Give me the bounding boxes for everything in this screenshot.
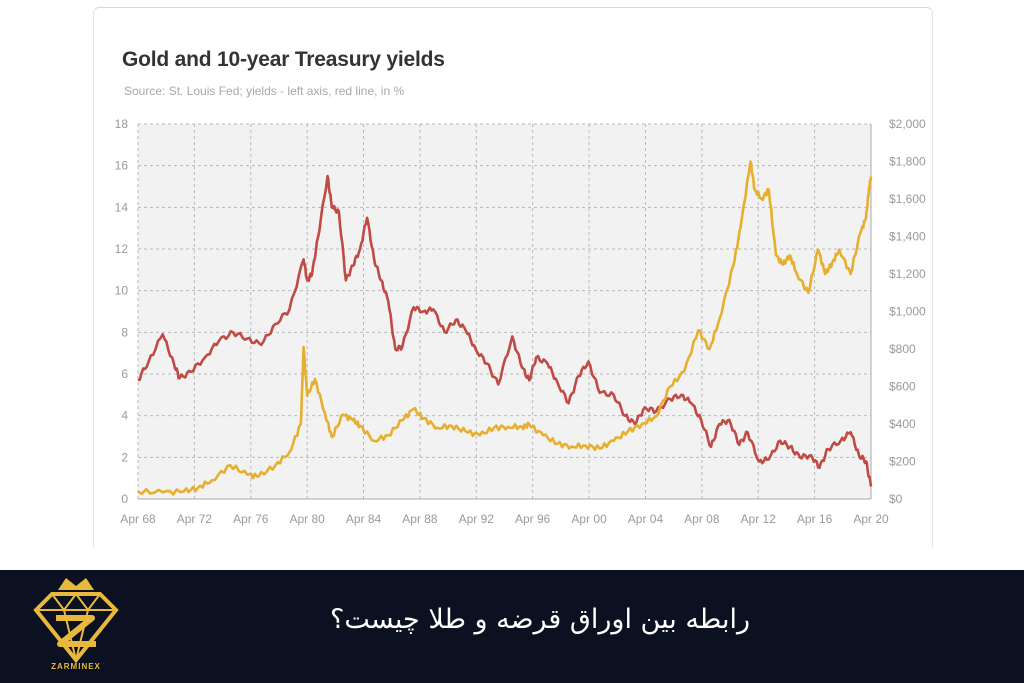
y-left-tick-label: 0 bbox=[121, 492, 128, 506]
x-tick-label: Apr 80 bbox=[289, 512, 325, 526]
gold-price-line bbox=[137, 160, 873, 496]
y-right-tick-label: $600 bbox=[889, 380, 916, 394]
y-right-tick-label: $2,000 bbox=[889, 117, 926, 131]
x-tick-label: Apr 68 bbox=[120, 512, 156, 526]
x-tick-label: Apr 88 bbox=[402, 512, 438, 526]
grid-lines bbox=[137, 123, 872, 500]
tick-labels: 0 2 4 6 8 10 12 14 16 18 $0 $200 $400 $600 $800 $1,000 $… bbox=[115, 117, 926, 526]
footer-banner bbox=[0, 570, 1024, 683]
y-right-tick-label: $1,800 bbox=[889, 155, 926, 169]
series-group bbox=[137, 160, 873, 496]
y-right-tick-label: $800 bbox=[889, 342, 916, 356]
chart-title: Gold and 10-year Treasury yields bbox=[122, 48, 445, 71]
x-tick-label: Apr 76 bbox=[233, 512, 269, 526]
x-tick-label: Apr 16 bbox=[797, 512, 833, 526]
x-tick-label: Apr 92 bbox=[459, 512, 495, 526]
x-tick-label: Apr 00 bbox=[571, 512, 607, 526]
y-left-tick-label: 18 bbox=[115, 117, 129, 131]
x-tick-label: Apr 72 bbox=[177, 512, 213, 526]
y-right-tick-label: $1,000 bbox=[889, 305, 926, 319]
x-tick-label: Apr 08 bbox=[684, 512, 720, 526]
x-tick-label: Apr 96 bbox=[515, 512, 551, 526]
chart-svg: 0 2 4 6 8 10 12 14 16 18 $0 $200 $400 $600 $800 $1,000 $… bbox=[115, 117, 926, 526]
y-right-tick-label: $1,200 bbox=[889, 267, 926, 281]
y-left-tick-label: 2 bbox=[121, 450, 128, 464]
y-left-tick-label: 14 bbox=[115, 200, 129, 214]
x-tick-label: Apr 84 bbox=[346, 512, 382, 526]
y-right-tick-label: $400 bbox=[889, 417, 916, 431]
y-left-tick-label: 12 bbox=[115, 242, 129, 256]
y-left-tick-label: 16 bbox=[115, 159, 129, 173]
footer-headline: رابطه بین اوراق قرضه و طلا چیست؟ bbox=[329, 604, 751, 635]
x-tick-label: Apr 12 bbox=[741, 512, 777, 526]
y-right-tick-label: $1,400 bbox=[889, 230, 926, 244]
y-right-tick-label: $200 bbox=[889, 455, 916, 469]
chart-subtitle: Source: St. Louis Fed; yields - left axi… bbox=[124, 84, 405, 98]
y-right-tick-label: $1,600 bbox=[889, 192, 926, 206]
plot-area bbox=[138, 124, 871, 499]
zarminex-logo-icon bbox=[33, 578, 119, 664]
x-tick-label: Apr 04 bbox=[628, 512, 664, 526]
y-left-tick-label: 6 bbox=[121, 367, 128, 381]
y-right-tick-label: $0 bbox=[889, 492, 903, 506]
x-tick-label: Apr 20 bbox=[853, 512, 889, 526]
y-left-tick-label: 8 bbox=[121, 325, 128, 339]
treasury-yield-line bbox=[137, 174, 873, 487]
brand-name: ZARMINEX bbox=[51, 662, 101, 671]
y-left-tick-label: 10 bbox=[115, 284, 129, 298]
y-left-tick-label: 4 bbox=[121, 409, 128, 423]
